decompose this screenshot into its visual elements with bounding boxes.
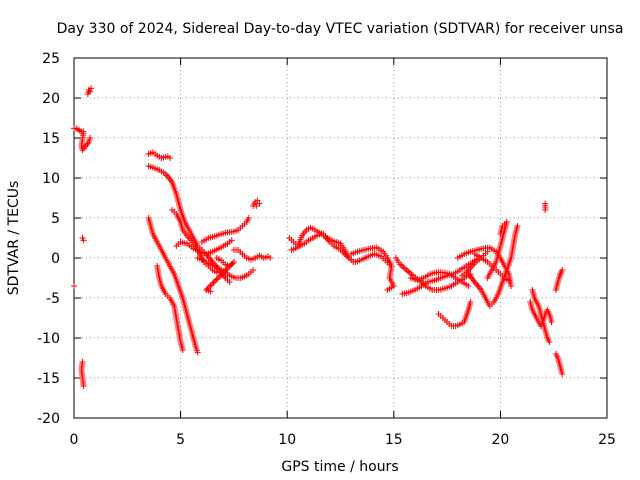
data-point	[505, 277, 512, 284]
data-point	[465, 283, 472, 289]
x-tick-label: 10	[278, 432, 296, 448]
data-point	[220, 269, 227, 276]
data-point	[194, 349, 201, 356]
data-point	[230, 259, 237, 265]
data-point	[245, 215, 252, 221]
y-tick-label: 20	[42, 91, 60, 107]
data-point	[80, 237, 87, 244]
y-tick-label: -5	[46, 291, 60, 307]
axis-ticks	[73, 57, 608, 419]
plot-frame	[73, 57, 608, 419]
y-tick-label: 25	[42, 51, 60, 67]
x-tick-label: 15	[385, 432, 403, 448]
y-tick-label: -15	[37, 371, 60, 387]
y-tick-label: 10	[42, 171, 60, 187]
y-tick-label: -10	[37, 331, 60, 347]
x-tick-label: 5	[176, 432, 185, 448]
data-point	[386, 261, 393, 268]
data-point	[226, 279, 233, 285]
data-point	[542, 200, 549, 207]
data-point	[211, 278, 218, 285]
data-point	[86, 135, 93, 141]
data-point	[229, 260, 236, 267]
data-point	[227, 261, 234, 268]
data-point	[216, 273, 223, 280]
data-point	[213, 276, 220, 283]
data-point	[88, 85, 95, 92]
data-point	[256, 200, 263, 207]
x-axis-label: GPS time / hours	[281, 459, 398, 475]
data-point	[348, 256, 355, 263]
y-tick-label: 5	[51, 211, 60, 227]
data-point	[217, 272, 224, 279]
y-axis-label: SDTVAR / TECUs	[6, 181, 22, 296]
data-point	[250, 267, 257, 273]
data-point	[467, 299, 474, 305]
data-point	[267, 255, 274, 261]
data-point	[254, 197, 261, 204]
data-point	[514, 223, 521, 229]
data-point	[226, 263, 233, 270]
data-point	[223, 266, 230, 273]
y-tick-label: -20	[37, 411, 60, 427]
data-point	[228, 237, 235, 244]
data-point	[207, 288, 214, 295]
data-point	[384, 287, 391, 293]
y-tick-label: 15	[42, 131, 60, 147]
x-tick-label: 20	[491, 432, 509, 448]
data-point	[222, 267, 229, 274]
data-point	[80, 383, 87, 389]
data-point	[508, 283, 515, 289]
data-point	[253, 203, 260, 209]
y-tick-label: 0	[51, 251, 60, 267]
data-point	[206, 284, 213, 291]
data-point	[207, 282, 214, 289]
data-point	[556, 275, 563, 281]
data-point	[209, 281, 216, 288]
data-point	[86, 88, 93, 95]
data-point	[179, 347, 186, 353]
x-tick-label: 25	[598, 432, 616, 448]
data-point	[219, 270, 226, 277]
data-point	[214, 275, 221, 282]
data-point	[548, 319, 555, 325]
data-point	[497, 231, 504, 237]
data-point	[559, 371, 566, 377]
data-point	[166, 155, 173, 161]
y-tick-labels: -20 -15 -10 -5 0 5 10 15 20 25	[37, 51, 60, 427]
data-point	[546, 339, 553, 345]
x-tick-label: 0	[70, 432, 79, 448]
data-point	[210, 279, 217, 286]
x-tick-labels: 0 5 10 15 20 25	[70, 432, 616, 448]
data-point	[484, 248, 491, 255]
data-point	[225, 264, 232, 271]
data-points	[71, 85, 566, 389]
data-point	[71, 283, 77, 289]
data-point	[213, 269, 220, 276]
chart-title: Day 330 of 2024, Sidereal Day-to-day VTE…	[57, 21, 624, 37]
